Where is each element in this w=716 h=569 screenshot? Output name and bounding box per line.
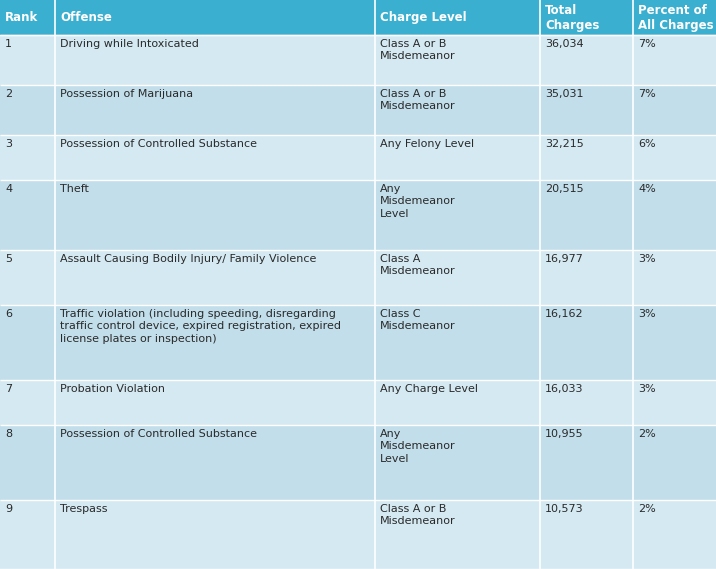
Text: 2%: 2% — [638, 504, 656, 514]
Text: 6: 6 — [5, 309, 12, 319]
Text: 16,977: 16,977 — [545, 254, 584, 264]
Text: Percent of
All Charges: Percent of All Charges — [638, 3, 714, 31]
Text: 8: 8 — [5, 429, 12, 439]
Bar — [0, 425, 716, 500]
Text: 3%: 3% — [638, 254, 656, 264]
Text: Assault Causing Bodily Injury/ Family Violence: Assault Causing Bodily Injury/ Family Vi… — [60, 254, 316, 264]
Text: Driving while Intoxicated: Driving while Intoxicated — [60, 39, 199, 49]
Text: 2%: 2% — [638, 429, 656, 439]
Text: Probation Violation: Probation Violation — [60, 384, 165, 394]
Bar — [0, 35, 716, 85]
Text: Class A or B
Misdemeanor: Class A or B Misdemeanor — [380, 504, 455, 526]
Text: 20,515: 20,515 — [545, 184, 584, 194]
Text: 32,215: 32,215 — [545, 139, 584, 149]
Bar — [0, 305, 716, 380]
Text: Any
Misdemeanor
Level: Any Misdemeanor Level — [380, 184, 455, 219]
Bar — [0, 500, 716, 569]
Text: 16,162: 16,162 — [545, 309, 584, 319]
Text: Class A or B
Misdemeanor: Class A or B Misdemeanor — [380, 89, 455, 112]
Text: 35,031: 35,031 — [545, 89, 584, 99]
Text: Class A or B
Misdemeanor: Class A or B Misdemeanor — [380, 39, 455, 61]
Text: 3%: 3% — [638, 384, 656, 394]
Text: 3: 3 — [5, 139, 12, 149]
Text: 6%: 6% — [638, 139, 656, 149]
Text: 10,955: 10,955 — [545, 429, 584, 439]
Text: 4%: 4% — [638, 184, 656, 194]
Text: Theft: Theft — [60, 184, 89, 194]
Text: Total
Charges: Total Charges — [545, 3, 599, 31]
Text: Possession of Marijuana: Possession of Marijuana — [60, 89, 193, 99]
Text: 7: 7 — [5, 384, 12, 394]
Text: Any
Misdemeanor
Level: Any Misdemeanor Level — [380, 429, 455, 464]
Text: 1: 1 — [5, 39, 12, 49]
Text: 4: 4 — [5, 184, 12, 194]
Text: Possession of Controlled Substance: Possession of Controlled Substance — [60, 139, 257, 149]
Text: 5: 5 — [5, 254, 12, 264]
Text: 2: 2 — [5, 89, 12, 99]
Text: 10,573: 10,573 — [545, 504, 584, 514]
Bar — [0, 250, 716, 305]
Text: Trespass: Trespass — [60, 504, 107, 514]
Text: 9: 9 — [5, 504, 12, 514]
Text: Offense: Offense — [60, 11, 112, 24]
Bar — [0, 0, 716, 35]
Text: Rank: Rank — [5, 11, 38, 24]
Text: Class A
Misdemeanor: Class A Misdemeanor — [380, 254, 455, 277]
Text: 3%: 3% — [638, 309, 656, 319]
Text: 7%: 7% — [638, 39, 656, 49]
Bar — [0, 180, 716, 250]
Text: Traffic violation (including speeding, disregarding
traffic control device, expi: Traffic violation (including speeding, d… — [60, 309, 341, 344]
Text: Any Charge Level: Any Charge Level — [380, 384, 478, 394]
Text: Possession of Controlled Substance: Possession of Controlled Substance — [60, 429, 257, 439]
Bar — [0, 380, 716, 425]
Text: Any Felony Level: Any Felony Level — [380, 139, 474, 149]
Bar — [0, 135, 716, 180]
Text: Charge Level: Charge Level — [380, 11, 467, 24]
Text: Class C
Misdemeanor: Class C Misdemeanor — [380, 309, 455, 331]
Bar — [0, 85, 716, 135]
Text: 36,034: 36,034 — [545, 39, 584, 49]
Text: 16,033: 16,033 — [545, 384, 584, 394]
Text: 7%: 7% — [638, 89, 656, 99]
